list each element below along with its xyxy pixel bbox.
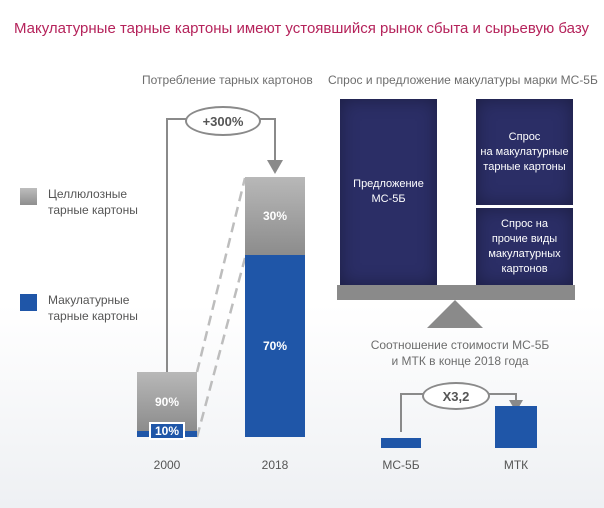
page-title: Макулатурные тарные картоны имеют устояв… [14, 20, 590, 37]
growth-badge: +300% [185, 106, 261, 136]
bar-label-recycled-2018: 70% [262, 339, 288, 353]
bar-segment-recycled-2018: 70% [245, 255, 305, 437]
demand-other-box: Спрос на прочие виды макулатурных картон… [476, 208, 573, 285]
supply-demand-subtitle: Спрос и предложение макулатуры марки МС-… [328, 73, 598, 87]
legend-cellulose-line1: Целлюлозные [48, 187, 127, 201]
bar-label-cellulose-2000: 90% [154, 394, 180, 409]
demand2-line2: прочие виды [491, 232, 558, 245]
legend-recycled-line2: тарные картоны [48, 309, 138, 323]
demand2-line1: Спрос на [501, 217, 548, 230]
bar-segment-cellulose-2018: 30% [245, 177, 305, 255]
consumption-subtitle: Потребление тарных картонов [142, 73, 313, 87]
scale-beam [337, 285, 575, 300]
bar-label-cellulose-2018: 30% [262, 209, 288, 223]
demand1-line1: Спрос [508, 130, 541, 143]
demand-recycled-box: Спрос на макулатурные тарные картоны [476, 99, 573, 205]
supply-line2: МС-5Б [371, 193, 406, 205]
demand1-line2: на макулатурные [480, 145, 569, 158]
label-mtk: МТК [503, 458, 529, 472]
demand2-line4: картонов [501, 262, 548, 275]
legend-cellulose-line2: тарные картоны [48, 203, 138, 217]
legend-swatch-cellulose [20, 188, 37, 205]
legend-recycled: Макулатурные тарные картоны [48, 292, 138, 324]
multiplier-label: X3,2 [442, 388, 470, 404]
bar-segment-cellulose-2000: 90% [137, 372, 197, 431]
supply-line1: Предложение [353, 178, 424, 190]
label-ms5b: МС-5Б [382, 458, 420, 472]
demand1-line3: тарные картоны [483, 160, 566, 173]
bar-segment-recycled-2000: 10% [137, 422, 197, 440]
growth-label: +300% [202, 113, 244, 129]
ratio-title-line1: Соотношение стоимости МС-5Б [370, 338, 550, 352]
demand2-line3: макулатурных [488, 247, 561, 260]
supply-box: Предложение МС-5Б [340, 99, 437, 285]
ratio-bar-mtk [495, 406, 537, 448]
legend-cellulose: Целлюлозные тарные картоны [48, 186, 138, 218]
ratio-title-line2: и МТК в конце 2018 года [391, 354, 529, 368]
bar-label-recycled-2000: 10% [148, 422, 186, 440]
scale-fulcrum [427, 300, 483, 328]
dashed-line-top [195, 177, 247, 373]
legend-recycled-line1: Макулатурные [48, 293, 130, 307]
ratio-bar-ms5b [381, 438, 421, 448]
growth-arrowhead [267, 160, 283, 174]
multiplier-badge: X3,2 [422, 382, 490, 410]
legend-swatch-recycled [20, 294, 37, 311]
x-label-2000: 2000 [153, 458, 181, 472]
ratio-title: Соотношение стоимости МС-5Б и МТК в конц… [360, 337, 560, 369]
x-label-2018: 2018 [261, 458, 289, 472]
